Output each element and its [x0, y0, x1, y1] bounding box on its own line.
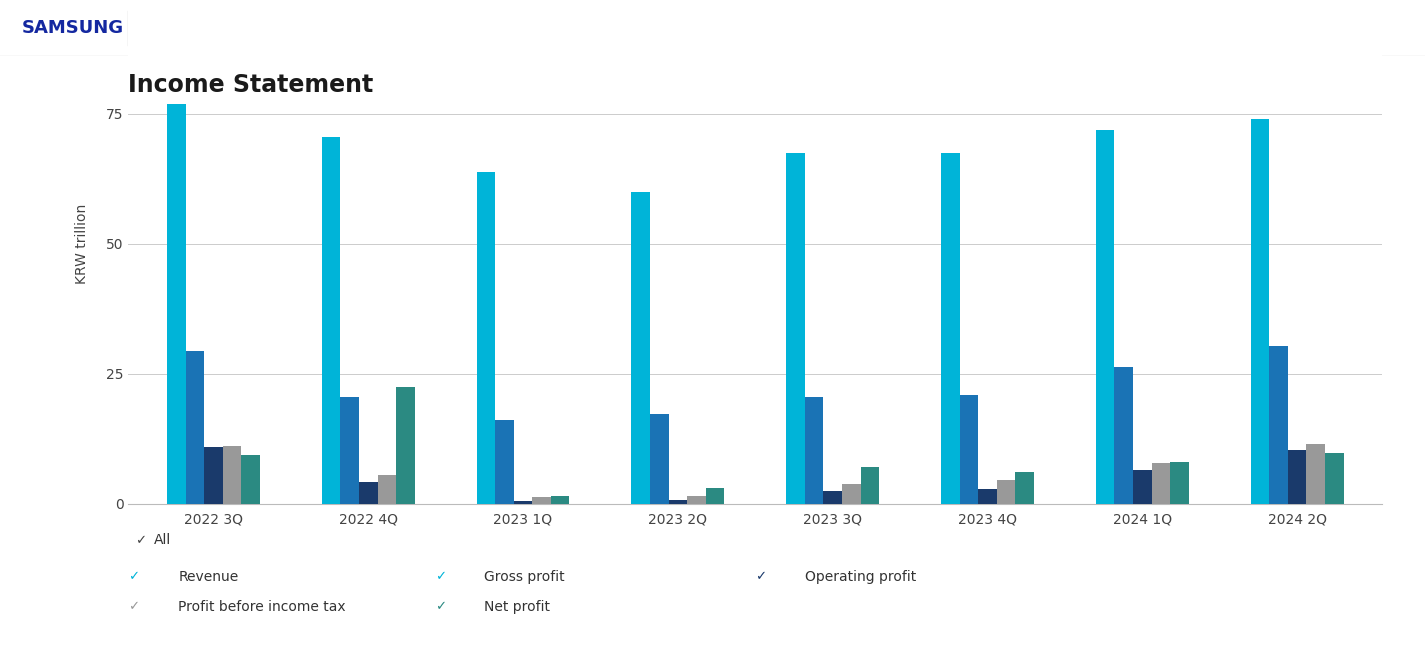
Bar [978, 489, 996, 504]
Bar [861, 467, 879, 504]
Bar [668, 501, 687, 504]
Bar [341, 396, 359, 504]
Text: ✓: ✓ [435, 600, 446, 613]
Bar [1325, 453, 1344, 504]
Bar [940, 153, 959, 504]
Bar [824, 491, 842, 504]
Bar [687, 495, 705, 504]
Bar [359, 481, 378, 504]
Text: Shareholders
Meeting ⌄: Shareholders Meeting ⌄ [762, 17, 831, 40]
Bar [1170, 462, 1188, 504]
Text: ✓: ✓ [435, 570, 446, 583]
Text: Profit before income tax: Profit before income tax [178, 599, 346, 614]
Y-axis label: KRW trillion: KRW trillion [74, 204, 88, 284]
Text: ✓: ✓ [128, 570, 140, 583]
Bar [631, 192, 650, 504]
Bar [1251, 119, 1270, 504]
Text: Resources ⌄: Resources ⌄ [1119, 23, 1184, 33]
Bar [650, 414, 668, 504]
Text: ESG ⌄: ESG ⌄ [1026, 23, 1059, 33]
Bar [185, 351, 204, 504]
Text: ✓: ✓ [135, 534, 147, 547]
Bar [805, 396, 824, 504]
Bar [842, 483, 861, 504]
Text: All: All [154, 533, 171, 548]
Bar [1114, 367, 1133, 504]
Bar [378, 475, 396, 504]
Bar [996, 480, 1016, 504]
Bar [1096, 130, 1114, 504]
Bar [241, 455, 259, 504]
Text: Net profit: Net profit [485, 599, 550, 614]
Bar [533, 497, 551, 504]
Bar [204, 447, 222, 504]
Bar [1307, 444, 1325, 504]
Text: Income Statement: Income Statement [128, 73, 373, 97]
Bar [322, 137, 341, 504]
Bar [1270, 345, 1288, 504]
Bar [787, 153, 805, 504]
Bar [396, 387, 415, 504]
Text: ✓: ✓ [128, 600, 140, 613]
Text: Gross profit: Gross profit [485, 570, 566, 584]
Bar [167, 104, 185, 504]
Text: Operating profit: Operating profit [805, 570, 916, 584]
Text: ✓: ✓ [755, 570, 767, 583]
Bar [476, 172, 494, 504]
Text: SAMSUNG: SAMSUNG [21, 19, 124, 37]
Bar [1151, 463, 1170, 504]
Bar [494, 420, 514, 504]
Text: Revenue: Revenue [178, 570, 238, 584]
Bar [551, 495, 570, 504]
Bar [514, 501, 533, 504]
Bar [1016, 471, 1035, 504]
Bar [1133, 469, 1151, 504]
Bar [705, 488, 724, 504]
Bar [1288, 450, 1307, 504]
Text: Investor Relations: Investor Relations [138, 22, 251, 34]
Text: Earnings Releases &
Events ⌄: Earnings Releases & Events ⌄ [613, 17, 720, 40]
Bar [222, 446, 241, 504]
Bar [959, 395, 978, 504]
Text: Financial Information &
Disclosures ⌄: Financial Information & Disclosures ⌄ [435, 17, 556, 40]
Text: Stock
Information ⌄: Stock Information ⌄ [891, 17, 963, 40]
